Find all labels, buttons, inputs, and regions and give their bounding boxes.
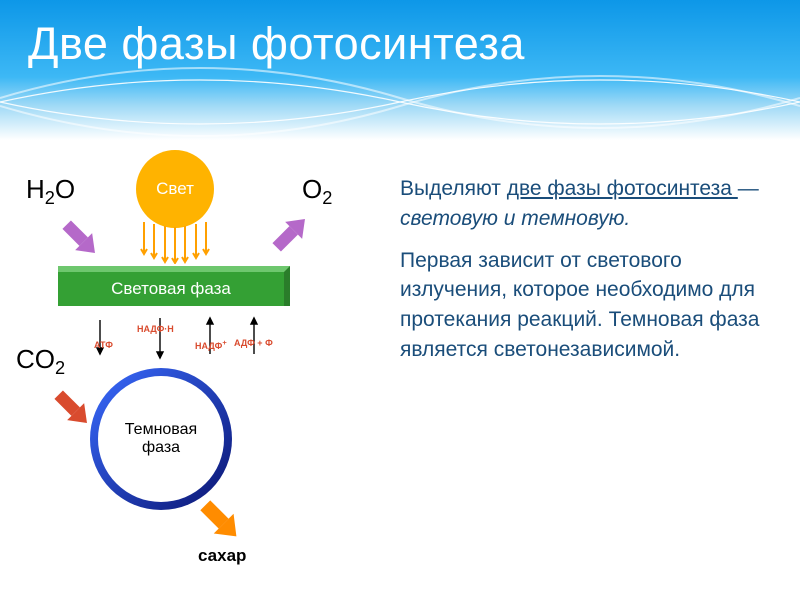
content-area: Свет H2O O2 CO2	[0, 150, 800, 600]
h2o-label: H2O	[26, 174, 75, 209]
paragraph-1: Выделяют две фазы фотосинтеза — световую…	[400, 174, 780, 234]
sugar-arrow-icon	[186, 486, 250, 550]
dark-phase-node: Темновая фаза	[98, 376, 224, 502]
h2o-arrow-icon	[48, 206, 108, 266]
nadf-label: НАДФ+	[195, 338, 227, 351]
nadfh-label: НАДФ·Н	[137, 324, 174, 334]
o2-arrow-icon	[258, 206, 318, 266]
sun-rays-icon	[136, 220, 214, 264]
light-phase-node: Световая фаза	[58, 266, 290, 306]
body-text: Выделяют две фазы фотосинтеза — световую…	[400, 174, 780, 377]
co2-label: CO2	[16, 344, 65, 379]
dark-phase-label-2: фаза	[142, 439, 180, 457]
photosynthesis-diagram: Свет H2O O2 CO2	[0, 150, 370, 600]
header: Две фазы фотосинтеза	[0, 0, 800, 140]
adf-label: АДФ + Ф	[234, 338, 273, 348]
sun-node: Свет	[136, 150, 214, 228]
paragraph-2: Первая зависит от светового излучения, к…	[400, 246, 780, 365]
light-phase-label: Световая фаза	[111, 279, 231, 299]
o2-label: O2	[302, 174, 332, 209]
sun-label: Свет	[156, 179, 194, 199]
sugar-label: сахар	[198, 546, 246, 566]
wave-decoration	[0, 58, 800, 148]
dark-phase-label-1: Темновая	[125, 421, 197, 439]
atf-label: АТФ	[94, 340, 113, 350]
